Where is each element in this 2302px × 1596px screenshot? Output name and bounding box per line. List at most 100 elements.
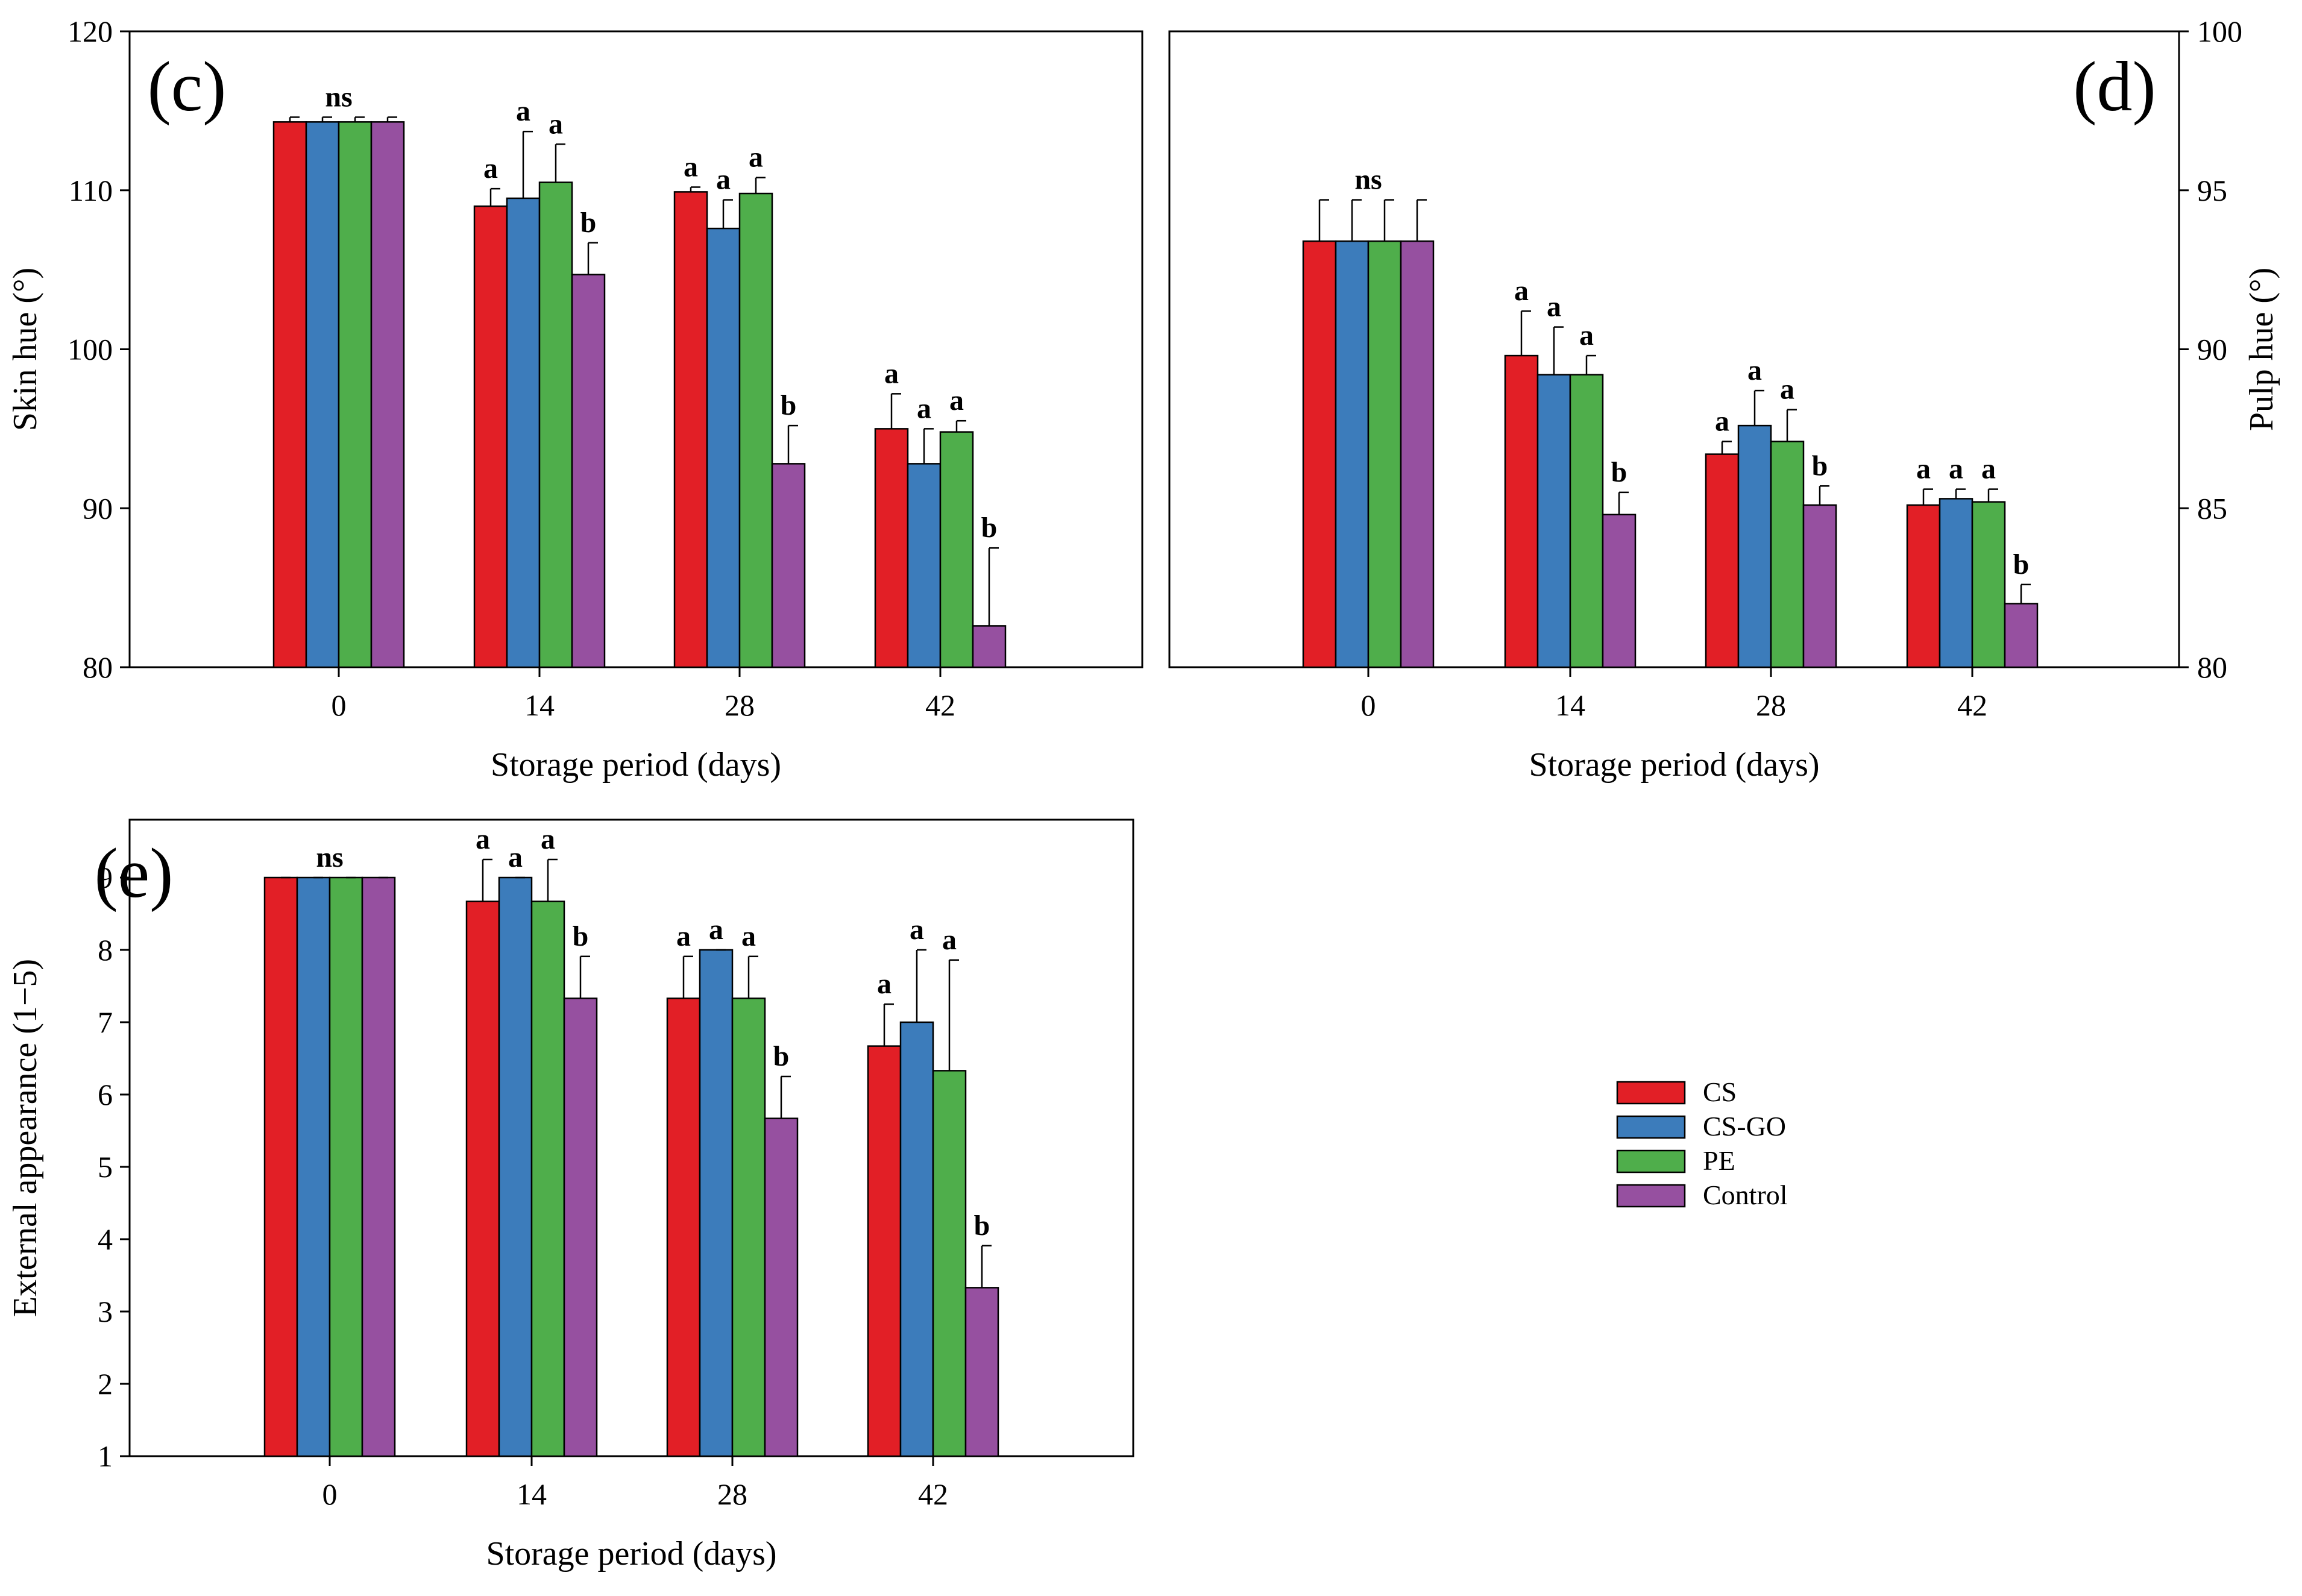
y-tick-label: 110 [69,174,113,207]
x-axis-title: Storage period (days) [486,1535,776,1572]
significance-label: a [541,823,555,855]
bar-control [563,998,598,1457]
legend-label: CS [1703,1076,1737,1107]
bar-control [1400,240,1435,668]
significance-label: a [1780,374,1794,406]
bar-control [764,1117,799,1457]
x-axis-title: Storage period (days) [491,746,781,784]
x-tick-label: 28 [725,688,755,722]
x-tick-label: 42 [925,688,955,722]
bar-control [964,1287,999,1457]
bar-pe [1770,441,1805,668]
bar-cs-go [1939,498,1973,668]
bar-cs-go [1335,240,1370,668]
significance-label: b [2013,548,2030,580]
significance-label: a [942,924,957,956]
bar-cs [1302,240,1337,668]
bar-cs-go [296,876,331,1457]
bar-control [1802,504,1837,668]
significance-label: a [1715,405,1729,437]
y-tick-label: 100 [2197,14,2242,48]
legend-swatch-control [1616,1184,1686,1208]
y-tick-label: 85 [2197,491,2227,525]
bar-cs-go [899,1021,934,1457]
bar-pe [738,192,773,668]
significance-label: a [1579,319,1594,351]
bar-cs [465,900,500,1457]
significance-label: a [1747,354,1762,386]
significance-label: ns [325,81,352,113]
legend-swatch-cs-go [1616,1115,1686,1139]
y-axis-title: Skin hue (°) [7,268,44,431]
x-tick-label: 14 [1555,688,1585,722]
y-tick-label: 5 [98,1150,113,1184]
y-tick-label: 6 [98,1078,113,1111]
y-tick-label: 7 [98,1005,113,1039]
significance-label: b [1812,450,1828,482]
y-tick-label: 100 [68,333,113,366]
y-tick-label: 3 [98,1295,113,1328]
significance-label: a [1514,275,1529,307]
x-tick-label: 14 [517,1477,547,1511]
panel-c: 80 90 100 110 120 0 14 28 42 Storage period (days… [7,14,1143,784]
bar-cs [1906,504,1941,668]
significance-label: a [508,841,523,873]
significance-label: ns [316,841,343,873]
panel-e: 1 2 3 4 5 6 7 8 9 0 14 28 42 Storage period (days) Ext… [7,818,1134,1572]
bar-control [972,625,1007,668]
x-tick-label: 28 [717,1477,747,1511]
bar-cs [673,191,708,668]
legend-swatch-cs [1616,1081,1686,1105]
bar-cs-go [305,121,340,668]
x-axis-title: Storage period (days) [1529,746,1819,784]
panel-label: (e) [95,834,174,913]
significance-label: a [549,108,563,140]
bar-cs [1504,354,1539,668]
bar-pe [1569,374,1604,668]
significance-label: a [1916,453,1931,485]
bar-cs [874,428,909,668]
bar-cs-go [498,876,533,1457]
panel-d: 80 85 90 95 100 0 14 28 42 Storage period (days) P… [1168,14,2280,784]
y-axis-title: External appearance (1−5) [7,959,44,1317]
significance-label: a [741,920,756,952]
bar-pe [530,900,565,1457]
x-tick-label: 42 [918,1477,948,1511]
significance-label: a [910,914,924,946]
bar-control [771,463,806,668]
legend-swatch-pe [1616,1149,1686,1173]
significance-label: a [749,142,763,174]
significance-label: a [1547,291,1561,323]
bar-pe [338,121,373,668]
y-tick-label: 95 [2197,174,2227,207]
bar-pe [939,431,974,668]
bar-pe [329,876,363,1457]
y-tick-label: 8 [98,933,113,967]
x-tick-label: 42 [1957,688,1987,722]
bar-control [370,121,405,668]
bar-cs-go [1737,424,1772,668]
bar-cs [867,1045,902,1457]
x-tick-label: 14 [524,688,555,722]
significance-label: a [483,152,498,184]
bar-cs-go [1536,374,1571,668]
significance-label: b [781,389,797,421]
significance-label: a [884,357,899,389]
y-tick-label: 9 [98,861,113,894]
bar-control [361,876,396,1457]
significance-label: a [476,823,490,855]
x-tick-label: 0 [322,1477,338,1511]
significance-label: b [1611,456,1627,488]
panel-label: (c) [148,47,227,126]
significance-label: a [877,968,892,1000]
bar-pe [1971,501,2006,668]
significance-label: b [981,512,998,544]
y-tick-label: 80 [83,650,113,684]
bar-cs-go [706,227,741,668]
significance-label: a [949,385,964,416]
bar-pe [731,998,766,1457]
x-tick-label: 0 [332,688,347,722]
bar-control [2004,603,2039,668]
y-tick-label: 1 [98,1439,113,1473]
